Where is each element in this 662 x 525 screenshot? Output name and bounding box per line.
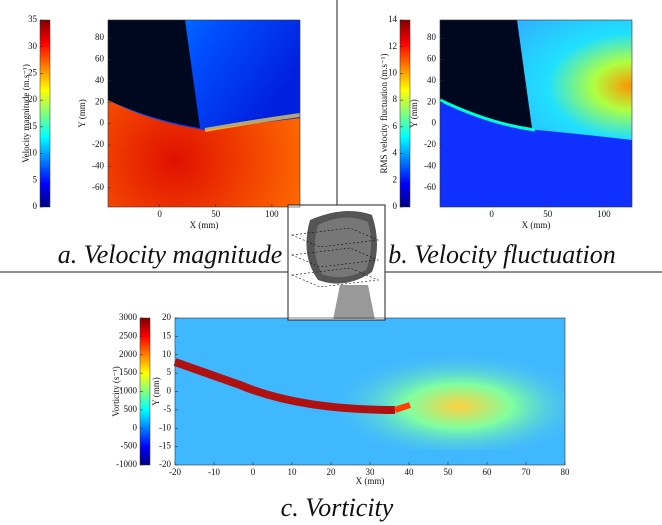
- colorbar-tick-label: 14: [388, 14, 398, 24]
- y-tick-label: 60: [427, 54, 437, 64]
- y-tick-label: 80: [427, 32, 437, 42]
- y-tick-label: 40: [95, 75, 105, 85]
- colorbar-tick-label: 10: [28, 148, 38, 158]
- y-tick-label: -15: [159, 441, 171, 451]
- x-tick-label: 70: [522, 467, 532, 477]
- colorbar-tick-label: 20: [28, 94, 38, 104]
- x-tick-label: 50: [543, 209, 553, 219]
- y-tick-label: 20: [95, 96, 105, 106]
- colorbar-label: Velocity magnitude (m.s⁻¹): [21, 64, 31, 163]
- colorbar-tick-label: -1000: [116, 459, 137, 469]
- colorbar-tick-label: 8: [393, 94, 398, 104]
- y-tick-label: 60: [95, 54, 105, 64]
- y-tick-label: 0: [167, 386, 172, 396]
- colorbar: [399, 19, 411, 208]
- x-tick-label: -20: [169, 467, 181, 477]
- y-tick-label: -20: [92, 139, 104, 149]
- colorbar-tick-label: 10: [388, 67, 398, 77]
- x-tick-label: 100: [597, 209, 611, 219]
- fluctuation-field: [439, 20, 632, 207]
- colorbar-tick-label: 0: [133, 422, 138, 432]
- x-axis-label: X (mm): [522, 220, 551, 230]
- colorbar-label: RMS velocity fluctuation (m.s⁻¹): [379, 54, 389, 174]
- y-tick-label: -40: [92, 160, 104, 170]
- colorbar-tick-label: 0: [33, 201, 38, 211]
- plot-frame: [439, 19, 633, 208]
- colorbar-tick-label: 1500: [119, 367, 138, 377]
- colorbar-tick-label: 500: [124, 404, 138, 414]
- y-axis-label: Y (mm): [77, 99, 87, 127]
- x-tick-label: 60: [483, 467, 493, 477]
- x-tick-label: 50: [444, 467, 454, 477]
- y-tick-label: -60: [424, 182, 436, 192]
- velocity-field: [108, 20, 301, 207]
- x-tick-label: 20: [327, 467, 337, 477]
- colorbar-tick-label: 2000: [119, 349, 138, 359]
- y-tick-label: 40: [427, 75, 437, 85]
- x-tick-label: -10: [208, 467, 220, 477]
- x-axis-label: X (mm): [190, 220, 219, 230]
- y-tick-label: -20: [159, 459, 171, 469]
- y-tick-label: -40: [424, 160, 436, 170]
- y-tick-label: -20: [424, 139, 436, 149]
- x-tick-label: 100: [265, 209, 279, 219]
- colorbar-tick-label: 3000: [119, 312, 138, 322]
- colorbar-tick-label: 15: [28, 121, 38, 131]
- fields: [108, 20, 632, 465]
- y-tick-label: -10: [159, 422, 171, 432]
- colorbar-tick-label: 30: [28, 41, 38, 51]
- colorbar-tick-label: 2: [393, 174, 398, 184]
- colorbar-tick-label: 0: [393, 201, 398, 211]
- colorbar-tick-label: 1000: [119, 386, 138, 396]
- colorbar: [39, 19, 51, 208]
- x-tick-label: 0: [489, 209, 494, 219]
- y-tick-label: -5: [164, 404, 172, 414]
- y-tick-label: -60: [92, 182, 104, 192]
- y-tick-label: 5: [167, 367, 172, 377]
- x-tick-label: 50: [211, 209, 221, 219]
- y-tick-label: 15: [162, 330, 172, 340]
- y-tick-label: 80: [95, 32, 105, 42]
- x-tick-label: 10: [288, 467, 298, 477]
- x-tick-label: 80: [561, 467, 571, 477]
- colorbar-tick-label: 4: [393, 148, 398, 158]
- head-inset: [287, 204, 386, 321]
- x-axis-label: X (mm): [356, 476, 385, 486]
- y-axis-label: Y (mm): [409, 99, 419, 127]
- y-tick-label: 20: [427, 96, 437, 106]
- colorbar-tick-label: -500: [121, 441, 138, 451]
- x-tick-label: 0: [157, 209, 162, 219]
- caption: a. Velocity magnitude: [58, 240, 283, 269]
- y-tick-label: 0: [432, 118, 437, 128]
- vorticity-field: [173, 318, 565, 465]
- y-tick-label: 10: [162, 349, 172, 359]
- colorbar-tick-label: 12: [388, 41, 397, 51]
- x-tick-label: 0: [251, 467, 256, 477]
- caption: c. Vorticity: [281, 493, 394, 522]
- x-tick-label: 30: [366, 467, 376, 477]
- colorbar-tick-label: 2500: [119, 330, 138, 340]
- colorbar-tick-label: 5: [33, 174, 38, 184]
- y-tick-label: 0: [100, 118, 105, 128]
- colorbar-tick-label: 25: [28, 67, 38, 77]
- y-tick-label: 20: [162, 312, 172, 322]
- colorbar-tick-label: 6: [393, 121, 398, 131]
- plot-frame: [107, 19, 301, 208]
- colorbar-tick-label: 35: [28, 14, 38, 24]
- caption: b. Velocity fluctuation: [388, 240, 615, 269]
- colorbar-label: Vorticity (s⁻¹): [111, 366, 121, 417]
- x-tick-label: 40: [405, 467, 415, 477]
- y-axis-label: Y (mm): [151, 377, 161, 405]
